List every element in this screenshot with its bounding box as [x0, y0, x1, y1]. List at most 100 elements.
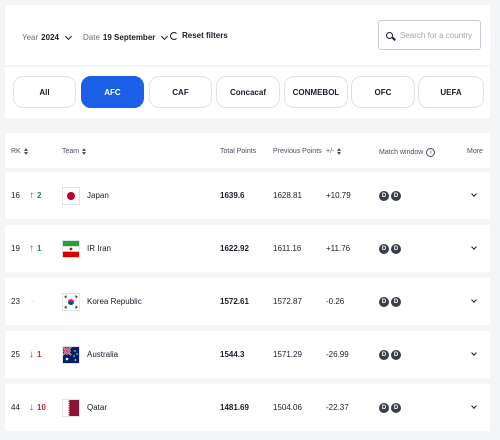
- header-rk[interactable]: RK: [11, 148, 28, 155]
- rank: 19: [11, 244, 20, 253]
- tab-concacaf[interactable]: Concacaf: [216, 76, 280, 108]
- team-name: Qatar: [87, 403, 108, 412]
- year-filter[interactable]: Year 2024: [22, 32, 73, 42]
- header-total-points: Total Points: [220, 148, 257, 155]
- iran-flag-icon: [62, 239, 80, 258]
- header-diff[interactable]: +/-: [326, 148, 342, 155]
- points-diff: +11.76: [326, 244, 351, 253]
- chevron-down-icon: [471, 403, 477, 409]
- points-diff: +10.79: [326, 191, 351, 200]
- sort-icon: [82, 148, 87, 155]
- header-team[interactable]: Team: [62, 148, 87, 155]
- tab-all[interactable]: All: [13, 76, 76, 108]
- rank: 44: [11, 403, 20, 412]
- table-header: RK Team Total Points Previous Points +/-…: [5, 133, 490, 168]
- match-window: D D: [379, 331, 403, 378]
- reset-filters-label: Reset filters: [182, 31, 228, 40]
- tab-uefa[interactable]: UEFA: [418, 76, 484, 108]
- previous-points: 1572.87: [273, 297, 302, 306]
- table-row[interactable]: 16 ↑ 2 Japan 1639.6 1628.81 +10.79 D D: [5, 172, 490, 219]
- no-movement-icon: ○: [31, 298, 35, 305]
- team-name: Japan: [87, 191, 109, 200]
- points-diff: -26.99: [326, 350, 349, 359]
- date-filter[interactable]: Date 19 September: [83, 32, 169, 42]
- points-diff: -0.26: [326, 297, 345, 306]
- chevron-down-icon: [161, 32, 169, 40]
- chevron-down-icon: [471, 244, 477, 250]
- filters-bar: Year 2024 Date 19 September Reset filter…: [5, 5, 490, 65]
- header-previous-points: Previous Points: [273, 148, 322, 155]
- previous-points: 1628.81: [273, 191, 302, 200]
- tab-caf[interactable]: CAF: [149, 76, 212, 108]
- ranking-table: RK Team Total Points Previous Points +/-…: [5, 133, 490, 431]
- match-window-badge: D: [391, 402, 401, 413]
- expand-row-button[interactable]: [471, 225, 477, 272]
- match-window-badge: D: [379, 296, 389, 307]
- match-window-badge: D: [379, 190, 389, 201]
- match-window-badge: D: [379, 402, 389, 413]
- team-cell: Korea Republic: [62, 278, 142, 325]
- previous-points: 1504.06: [273, 403, 302, 412]
- header-match-window: Match window i: [379, 148, 436, 157]
- expand-row-button[interactable]: [471, 172, 477, 219]
- info-icon[interactable]: i: [426, 148, 436, 157]
- arrow-up-icon: ↑: [29, 243, 34, 254]
- chevron-down-icon: [471, 191, 477, 197]
- expand-row-button[interactable]: [471, 384, 477, 431]
- qatar-flag-icon: [62, 398, 80, 417]
- table-row[interactable]: 23 ○ Korea Republic 1572.61 1572.87 -0.2…: [5, 278, 490, 325]
- table-row[interactable]: 44 ↓ 10 Qatar 1481.69 1504.06 -22.37 D D: [5, 384, 490, 431]
- refresh-icon: [170, 31, 178, 40]
- date-label: Date: [83, 33, 100, 42]
- tab-afc[interactable]: AFC: [81, 76, 144, 108]
- rank-movement: ↓ 10: [29, 402, 46, 413]
- year-label: Year: [22, 33, 39, 42]
- match-window-badge: D: [391, 243, 401, 254]
- search-input[interactable]: [400, 30, 480, 40]
- team-cell: Qatar: [62, 384, 107, 431]
- team-name: Australia: [87, 350, 119, 359]
- expand-row-button[interactable]: [471, 331, 477, 378]
- tab-ofc[interactable]: OFC: [351, 76, 415, 108]
- chevron-down-icon: [471, 350, 477, 356]
- rank: 25: [11, 350, 20, 359]
- match-window: D D: [379, 172, 403, 219]
- previous-points: 1611.16: [273, 244, 302, 253]
- search-box[interactable]: [378, 20, 481, 50]
- match-window-badge: D: [379, 349, 389, 360]
- points-diff: -22.37: [326, 403, 349, 412]
- date-value: 19 September: [102, 33, 156, 42]
- sort-icon: [337, 148, 342, 155]
- reset-filters-button[interactable]: Reset filters: [170, 31, 228, 40]
- table-row[interactable]: 25 ↓ 1 Australia 1544.3 1571.29 -26.99 D…: [5, 331, 490, 378]
- team-name: Korea Republic: [87, 297, 142, 306]
- expand-row-button[interactable]: [471, 278, 477, 325]
- match-window-badge: D: [391, 296, 401, 307]
- year-value: 2024: [41, 33, 59, 42]
- header-more: More: [467, 148, 483, 155]
- tab-label: CAF: [172, 87, 189, 97]
- total-points: 1572.61: [220, 297, 249, 306]
- tab-label: CONMEBOL: [292, 87, 340, 97]
- tab-label: All: [39, 87, 50, 97]
- arrow-down-icon: ↓: [29, 402, 34, 413]
- match-window: D D: [379, 384, 403, 431]
- match-window: D D: [379, 278, 403, 325]
- table-row[interactable]: 19 ↑ 1 IR Iran 1622.92 1611.16 +11.76 D …: [5, 225, 490, 272]
- australia-flag-icon: [62, 345, 80, 364]
- match-window-badge: D: [391, 349, 401, 360]
- tab-label: UEFA: [440, 87, 462, 97]
- chevron-down-icon: [64, 32, 73, 40]
- match-window-badge: D: [379, 243, 389, 254]
- total-points: 1639.6: [220, 191, 245, 200]
- total-points: 1481.69: [220, 403, 249, 412]
- rank-movement: ↓ 1: [29, 349, 42, 360]
- korea-flag-icon: [62, 292, 80, 311]
- match-window: D D: [379, 225, 403, 272]
- confederation-tabs: All AFC CAF Concacaf CONMEBOL OFC UEFA: [5, 67, 490, 118]
- arrow-down-icon: ↓: [29, 349, 34, 360]
- tab-conmebol[interactable]: CONMEBOL: [284, 76, 348, 108]
- team-cell: Japan: [62, 172, 109, 219]
- rank-movement: ↑ 1: [29, 243, 42, 254]
- chevron-down-icon: [471, 297, 477, 303]
